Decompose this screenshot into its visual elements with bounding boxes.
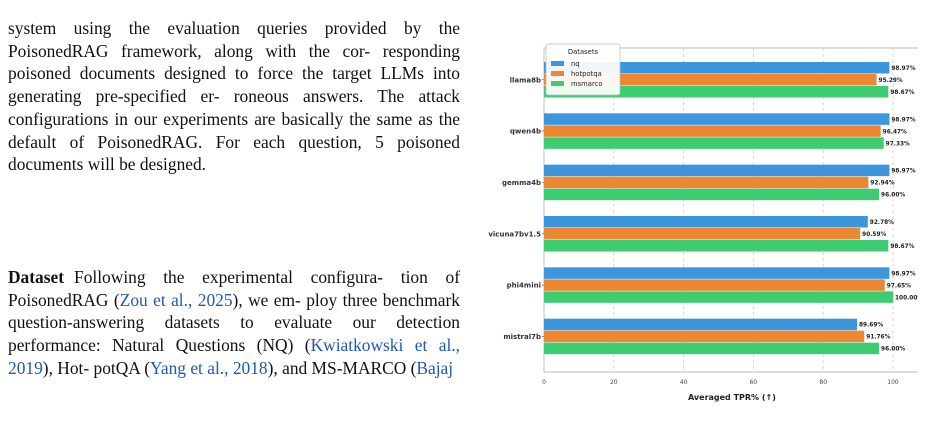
bar-value-label: 89.69% [859,323,883,329]
bar-hotpotqa [544,176,869,189]
text-run: potQA ( [93,357,151,378]
y-category-label: qwen4b [510,128,541,136]
bar-value-label: 96.00% [881,347,905,353]
bar-value-label: 92.94% [870,181,894,187]
text-run: Questions (NQ) ( [175,335,311,356]
text-run: ), we em- [232,289,301,310]
bar-nq [544,62,890,74]
x-tick-label: 80 [819,379,827,386]
paragraph-dataset: Dataset Following the experimental config… [8,266,460,380]
bar-nq [544,164,890,177]
text-run: the PoisonedRAG framework, along with th… [8,18,461,61]
bar-hotpotqa [544,279,885,291]
text-run: documents will be designed. [8,154,207,175]
y-category-label: phi4mini [507,282,541,290]
bar-value-label: 97.65% [887,283,911,289]
bar-value-label: 91.76% [866,335,890,341]
legend-label-msmarco: msmarco [571,80,603,88]
text-run: roneous answers. The attack configuratio… [8,86,460,129]
text-run: ), and MS-MARCO ( [267,357,417,378]
bar-value-label: 95.29% [879,78,903,84]
bar-value-label: 90.59% [862,232,886,238]
bar-hotpotqa [544,330,865,343]
legend-swatch-hotpotqa [551,71,564,76]
bar-value-label: 98.97% [891,66,915,72]
bar-value-label: 92.78% [870,220,894,226]
bar-msmarco [544,137,884,149]
legend-box [545,43,621,96]
bar-msmarco [544,86,889,98]
text-run: responding poisoned documents designed t… [8,40,460,84]
bar-nq [544,267,890,279]
x-tick-label: 40 [680,379,688,386]
bar-msmarco [544,342,880,355]
tpr-bar-chart: 0 20 40 60 80 100 Averaged TPR% (↑) 98.97% 95.29… [478,42,929,408]
bar-value-label: 96.47% [883,129,907,135]
bar-nq [544,318,858,331]
bar-msmarco [544,240,889,252]
x-tick-label: 60 [750,379,758,386]
legend-label-nq: nq [571,60,580,68]
bar-hotpotqa [544,74,877,86]
x-axis-label: Averaged TPR% (↑) [688,393,776,402]
bar-value-label: 98.97% [891,117,915,123]
chart-svg: 0 20 40 60 80 100 Averaged TPR% (↑) 98.97% 95.29… [488,43,929,402]
citation-link[interactable]: Kwiatkowski et al., 2019 [8,335,460,378]
bar-hotpotqa [544,228,861,240]
bar-value-label: 96.00% [881,193,905,199]
bar-nq [544,216,868,228]
y-category-label: mistral7b [503,333,541,341]
text-run: ), Hot- [42,357,90,378]
citation-link[interactable]: Zou et al., 2025 [119,289,233,310]
bar-value-label: 100.00% [895,295,918,301]
bar-value-label: 98.67% [890,244,914,250]
text-run: of PoisonedRAG. For each question, 5 poi… [69,131,460,152]
y-category-label: gemma4b [502,179,541,187]
text-run: tion of PoisonedRAG ( [8,267,460,310]
bar-value-label: 98.67% [890,90,914,96]
bar-hotpotqa [544,125,881,137]
bar-msmarco [544,291,893,303]
x-tick-label: 100 [887,379,899,386]
text-run: experiments are basically the same as th… [8,108,460,152]
legend-title: Datasets [568,48,599,56]
page-header-strip [0,0,934,2]
text-run: ploy three benchmark question-answering … [8,289,460,333]
bar-value-label: 98.97% [891,271,915,277]
citation-link[interactable]: Yang et al., 2018 [150,357,268,378]
legend-label-hotpotqa: hotpotqa [571,70,602,78]
section-heading-dataset: Dataset [8,267,65,287]
y-category-label: llama8b [510,76,541,84]
legend-swatch-msmarco [551,81,564,86]
bar-nq [544,113,890,125]
text-run: system using the evaluation queries prov… [8,18,422,38]
bar-value-label: 98.97% [891,169,915,175]
x-tick-label: 20 [610,379,618,386]
text-run: Following the experimental configura- [74,267,384,287]
bar-msmarco [544,188,880,201]
paragraph-attack-setup: system using the evaluation queries prov… [8,17,460,176]
citation-link[interactable]: Bajaj [416,357,454,378]
x-tick-label: 0 [542,379,546,386]
text-run: the target LLMs into generating pre-spec… [8,63,460,107]
bar-value-label: 97.33% [886,141,910,147]
plot-area [543,47,929,373]
text-run: to evaluate our detection performance: N… [8,312,460,356]
legend-swatch-nq [551,61,564,66]
y-category-label: vicuna7bv1.5 [488,230,541,238]
